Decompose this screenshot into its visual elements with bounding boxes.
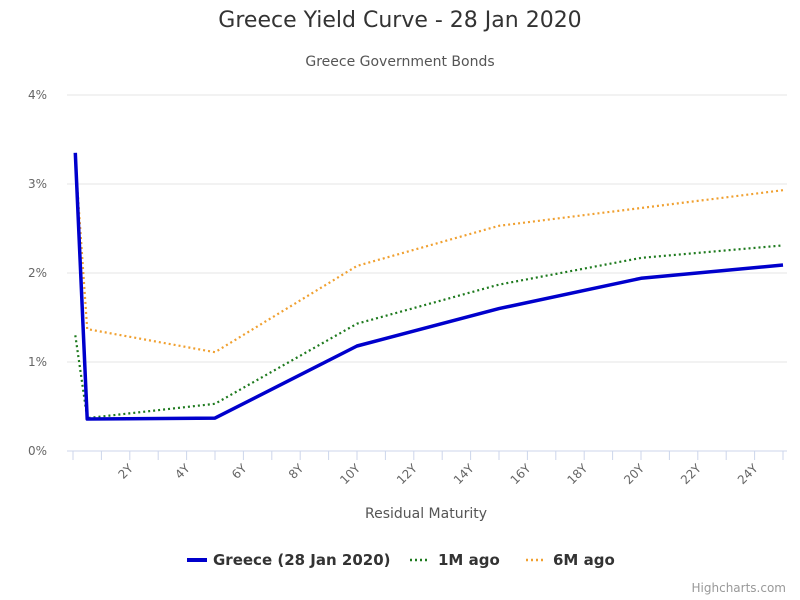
x-axis-title: Residual Maturity [365, 506, 487, 522]
chart-title: Greece Yield Curve - 28 Jan 2020 [218, 8, 582, 33]
legend-label: 1M ago [438, 551, 500, 569]
x-tick-label: 6Y [229, 461, 250, 482]
series-line-2[interactable] [74, 157, 784, 354]
x-tick-label: 14Y [451, 461, 477, 487]
legend: Greece (28 Jan 2020) 1M ago 6M ago [187, 551, 615, 569]
credits-link[interactable]: Highcharts.com [691, 581, 786, 595]
x-axis: 2Y 4Y 6Y 8Y 10Y 12Y 14Y 16Y 18Y 20Y 22Y 24Y [67, 450, 787, 487]
x-tick-label: 24Y [735, 461, 761, 487]
chart-subtitle: Greece Government Bonds [305, 54, 495, 70]
legend-item-0[interactable]: Greece (28 Jan 2020) [187, 551, 391, 569]
x-tick-label: 18Y [564, 461, 590, 487]
y-tick-label: 1% [28, 355, 47, 369]
legend-item-1[interactable]: 1M ago [410, 551, 500, 569]
series-line-0[interactable] [73, 152, 784, 421]
x-tick-label: 10Y [337, 461, 363, 487]
x-tick-label: 12Y [394, 461, 420, 487]
grid-lines [67, 94, 787, 363]
legend-label: 6M ago [553, 551, 615, 569]
x-tick-label: 4Y [172, 461, 193, 482]
x-tick-label: 8Y [286, 461, 307, 482]
y-tick-label: 3% [28, 177, 47, 191]
series-line-1[interactable] [74, 244, 784, 420]
x-tick-label: 16Y [508, 461, 534, 487]
series-lines [73, 152, 784, 421]
x-tick-label: 22Y [678, 461, 704, 487]
y-tick-label: 2% [28, 266, 47, 280]
legend-item-2[interactable]: 6M ago [526, 551, 615, 569]
y-tick-label: 4% [28, 88, 47, 102]
y-tick-label: 0% [28, 444, 47, 458]
x-tick-label: 20Y [621, 461, 647, 487]
x-tick-label: 2Y [115, 461, 136, 482]
y-axis-labels: 0% 1% 2% 3% 4% [28, 88, 47, 458]
legend-label: Greece (28 Jan 2020) [213, 551, 391, 569]
